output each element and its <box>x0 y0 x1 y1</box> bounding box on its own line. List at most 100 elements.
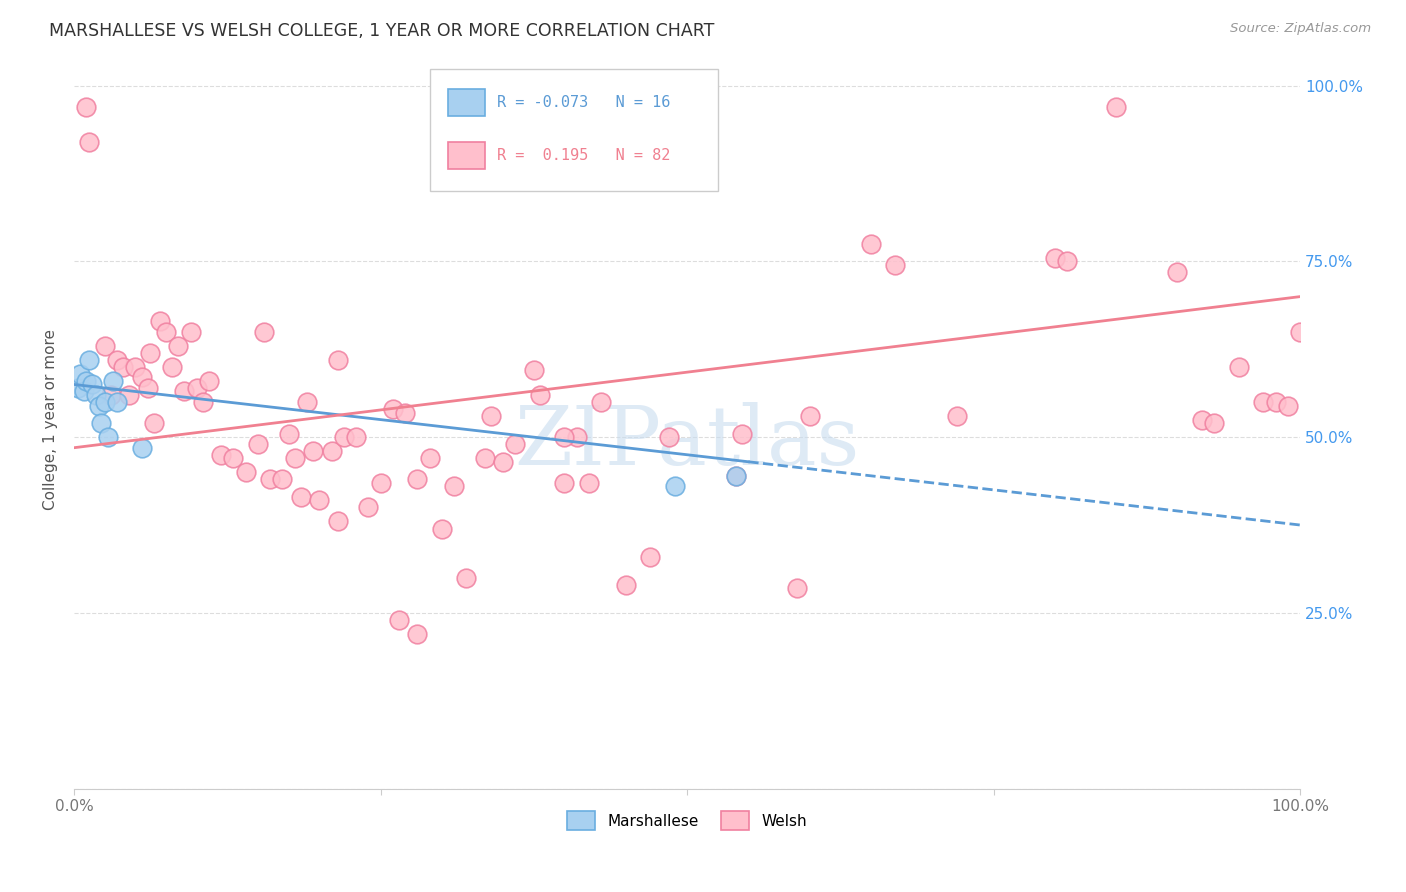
Point <box>118 388 141 402</box>
Point <box>139 346 162 360</box>
Point <box>333 430 356 444</box>
Point <box>160 359 183 374</box>
Point <box>105 352 128 367</box>
Point <box>124 359 146 374</box>
Point <box>186 381 208 395</box>
Point <box>180 325 202 339</box>
Point <box>357 500 380 515</box>
Point <box>100 388 122 402</box>
Point <box>87 399 110 413</box>
Point <box>1105 100 1128 114</box>
Point <box>103 374 125 388</box>
Point <box>97 430 120 444</box>
Point <box>474 451 496 466</box>
Point <box>406 627 429 641</box>
Point <box>308 493 330 508</box>
Point <box>614 578 637 592</box>
Point <box>1227 359 1250 374</box>
Point <box>321 444 343 458</box>
Text: Source: ZipAtlas.com: Source: ZipAtlas.com <box>1230 22 1371 36</box>
Point <box>131 441 153 455</box>
Point <box>505 437 527 451</box>
Point <box>155 325 177 339</box>
Point <box>523 363 546 377</box>
Text: MARSHALLESE VS WELSH COLLEGE, 1 YEAR OR MORE CORRELATION CHART: MARSHALLESE VS WELSH COLLEGE, 1 YEAR OR … <box>49 22 714 40</box>
Point <box>1289 325 1312 339</box>
Point <box>443 479 465 493</box>
Point <box>235 465 257 479</box>
Point <box>1204 416 1226 430</box>
Point <box>284 451 307 466</box>
Point <box>142 416 165 430</box>
Point <box>209 448 232 462</box>
Point <box>167 339 190 353</box>
Y-axis label: College, 1 year or more: College, 1 year or more <box>44 329 58 510</box>
Point <box>479 409 502 423</box>
Point <box>191 395 214 409</box>
Point <box>388 613 411 627</box>
Point <box>136 381 159 395</box>
Point <box>884 258 907 272</box>
Point <box>406 472 429 486</box>
Point <box>859 236 882 251</box>
Point <box>75 100 97 114</box>
Point <box>82 377 104 392</box>
Point <box>277 426 299 441</box>
Point <box>591 395 613 409</box>
Point <box>1166 265 1188 279</box>
Point <box>326 352 349 367</box>
Point <box>246 437 269 451</box>
Point <box>93 339 115 353</box>
Point <box>664 479 686 493</box>
FancyBboxPatch shape <box>430 69 717 191</box>
Point <box>786 581 808 595</box>
Point <box>1191 412 1213 426</box>
Point <box>725 468 748 483</box>
Point <box>658 430 681 444</box>
Text: R = -0.073   N = 16: R = -0.073 N = 16 <box>498 95 671 110</box>
Legend: Marshallese, Welsh: Marshallese, Welsh <box>561 805 813 836</box>
Point <box>73 384 96 399</box>
Point <box>344 430 367 444</box>
Point <box>77 352 100 367</box>
Text: ZIPatlas: ZIPatlas <box>515 401 859 482</box>
Text: R =  0.195   N = 82: R = 0.195 N = 82 <box>498 148 671 163</box>
Point <box>222 451 245 466</box>
Point <box>84 388 107 402</box>
Point <box>565 430 588 444</box>
Point <box>1264 395 1286 409</box>
Point <box>1277 399 1299 413</box>
Point <box>799 409 821 423</box>
Point <box>381 402 404 417</box>
Point <box>394 406 416 420</box>
Point <box>149 314 172 328</box>
Point <box>492 455 515 469</box>
Point <box>1251 395 1274 409</box>
Point <box>302 444 325 458</box>
Point <box>1056 254 1078 268</box>
Point <box>640 549 662 564</box>
Point <box>1043 251 1066 265</box>
Point <box>259 472 281 486</box>
Point <box>945 409 967 423</box>
Point <box>326 515 349 529</box>
Point <box>90 416 112 430</box>
Point <box>419 451 441 466</box>
FancyBboxPatch shape <box>449 142 485 169</box>
Point <box>553 430 575 444</box>
Point <box>198 374 221 388</box>
Point <box>725 468 748 483</box>
Point <box>66 381 89 395</box>
Point <box>173 384 195 399</box>
Point <box>93 395 115 409</box>
Point <box>529 388 551 402</box>
Point <box>578 475 600 490</box>
Point <box>112 359 135 374</box>
Point <box>271 472 294 486</box>
Point <box>370 475 392 490</box>
Point <box>253 325 276 339</box>
FancyBboxPatch shape <box>449 89 485 116</box>
Point <box>456 571 478 585</box>
Point <box>731 426 754 441</box>
Point <box>69 367 91 381</box>
